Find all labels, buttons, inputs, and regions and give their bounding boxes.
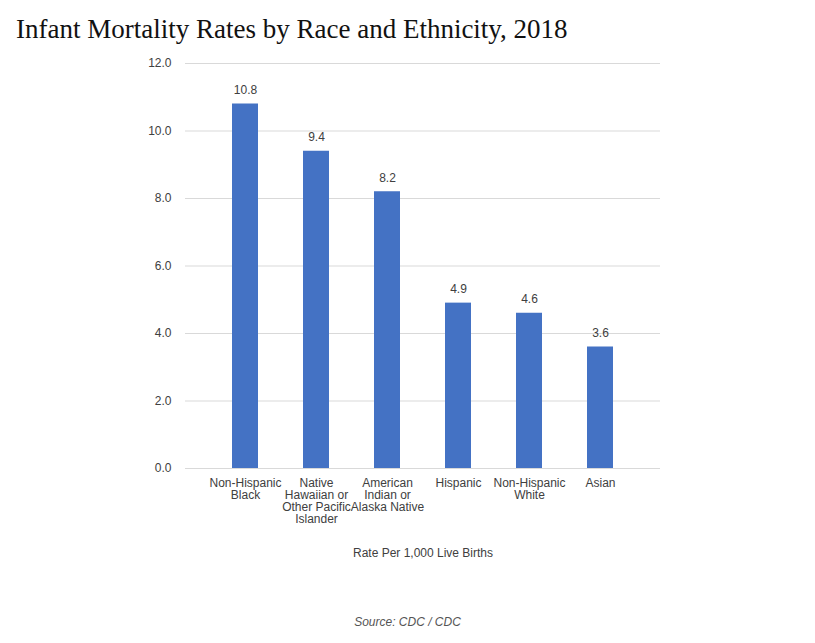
svg-text:Non-HispanicWhite: Non-HispanicWhite bbox=[493, 476, 565, 502]
svg-text:10.8: 10.8 bbox=[234, 83, 258, 97]
html-text:Source: CDC / CDC: Source: CDC / CDC bbox=[354, 615, 461, 629]
svg-text:NativeHawaiian orOther Pacific: NativeHawaiian orOther PacificIslander bbox=[282, 476, 351, 526]
svg-text:8.2: 8.2 bbox=[379, 171, 396, 185]
svg-text:0.0: 0.0 bbox=[155, 461, 172, 475]
svg-text:8.0: 8.0 bbox=[155, 191, 172, 205]
html-text:Infant Mortality Rates by Race: Infant Mortality Rates by Race and Ethni… bbox=[16, 14, 568, 44]
svg-text:Asian: Asian bbox=[585, 476, 615, 490]
svg-text:2.0: 2.0 bbox=[155, 394, 172, 408]
svg-text:Rate Per 1,000 Live Births: Rate Per 1,000 Live Births bbox=[353, 546, 493, 560]
svg-text:4.0: 4.0 bbox=[155, 326, 172, 340]
svg-text:6.0: 6.0 bbox=[155, 259, 172, 273]
svg-text:9.4: 9.4 bbox=[308, 130, 325, 144]
svg-text:4.9: 4.9 bbox=[450, 282, 467, 296]
svg-text:Non-HispanicBlack: Non-HispanicBlack bbox=[209, 476, 281, 502]
svg-text:4.6: 4.6 bbox=[521, 292, 538, 306]
svg-text:12.0: 12.0 bbox=[148, 56, 172, 70]
svg-text:10.0: 10.0 bbox=[148, 124, 172, 138]
svg-text:3.6: 3.6 bbox=[592, 326, 609, 340]
svg-text:Hispanic: Hispanic bbox=[435, 476, 481, 490]
svg-text:AmericanIndian orAlaska Native: AmericanIndian orAlaska Native bbox=[351, 476, 425, 514]
